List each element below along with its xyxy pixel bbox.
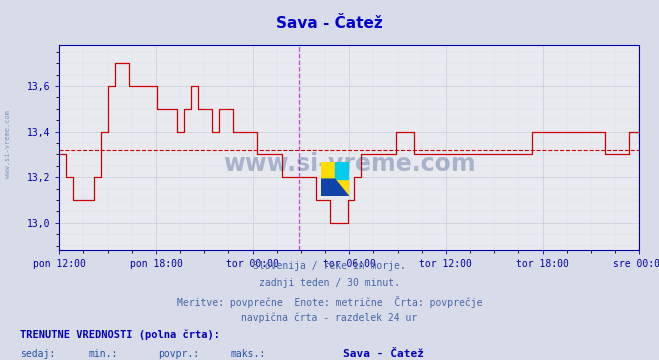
Text: Sava - Čatež: Sava - Čatež [343, 349, 424, 359]
Polygon shape [335, 162, 349, 179]
Text: www.si-vreme.com: www.si-vreme.com [223, 152, 476, 176]
Text: TRENUTNE VREDNOSTI (polna črta):: TRENUTNE VREDNOSTI (polna črta): [20, 329, 219, 340]
Text: navpična črta - razdelek 24 ur: navpična črta - razdelek 24 ur [241, 313, 418, 323]
Text: sedaj:: sedaj: [20, 349, 55, 359]
Text: povpr.:: povpr.: [158, 349, 199, 359]
Text: min.:: min.: [89, 349, 119, 359]
Text: www.si-vreme.com: www.si-vreme.com [5, 110, 11, 178]
Polygon shape [321, 179, 349, 196]
Text: Meritve: povprečne  Enote: metrične  Črta: povprečje: Meritve: povprečne Enote: metrične Črta:… [177, 296, 482, 307]
Text: zadnji teden / 30 minut.: zadnji teden / 30 minut. [259, 278, 400, 288]
Text: Sava - Čatež: Sava - Čatež [276, 16, 383, 31]
Text: Slovenija / reke in morje.: Slovenija / reke in morje. [253, 261, 406, 271]
Text: maks.:: maks.: [231, 349, 266, 359]
